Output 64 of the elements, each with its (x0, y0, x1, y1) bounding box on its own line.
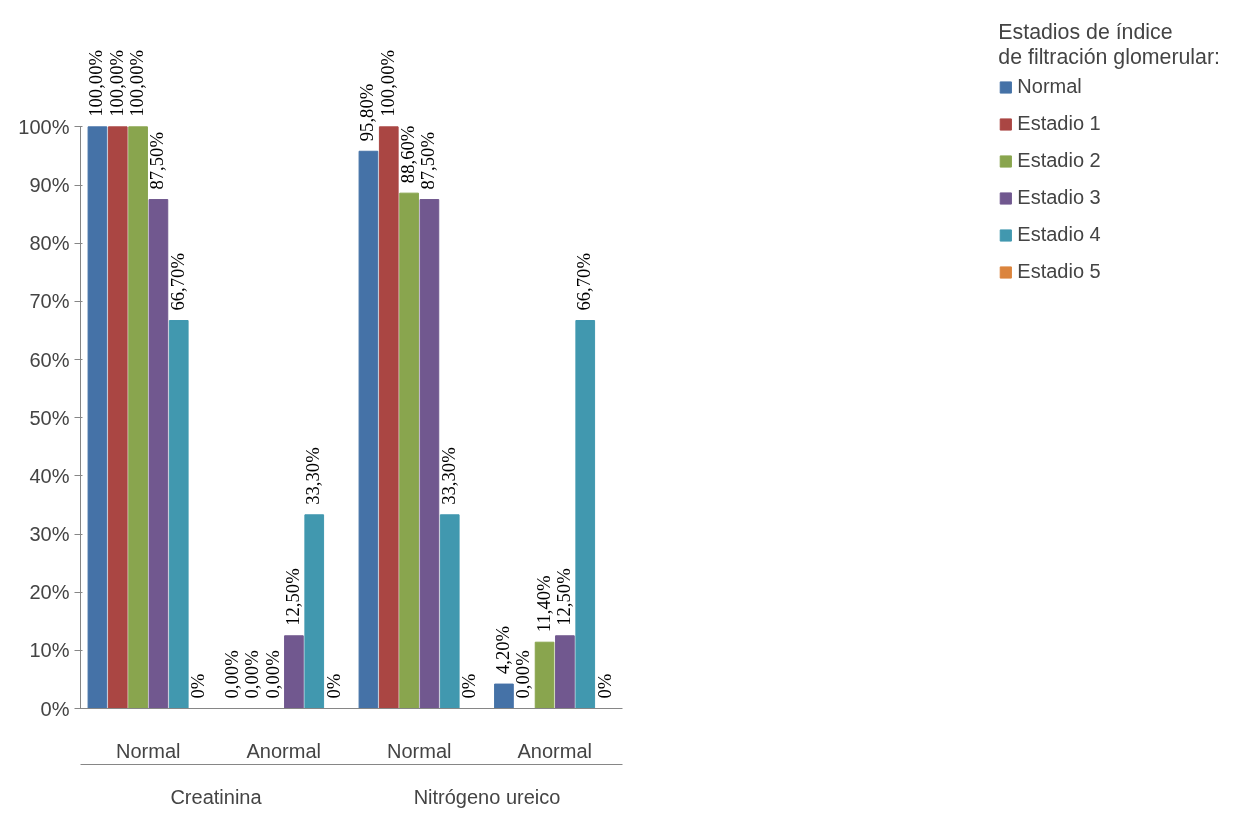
data-label: 0,00% (261, 650, 283, 699)
bar (419, 199, 440, 709)
data-label: 100,00% (376, 49, 398, 117)
data-label: 100,00% (85, 49, 107, 117)
bar (87, 126, 108, 709)
data-label: 0% (593, 673, 615, 699)
y-tick-label: 10% (29, 639, 70, 662)
bar (284, 635, 304, 709)
text: Nitrógeno ureico (413, 785, 561, 808)
legend-label: Estadio 1 (1017, 112, 1101, 135)
y-tick-label: 100% (18, 115, 70, 138)
data-label: 12,50% (281, 568, 303, 626)
legend-label: Normal (1017, 75, 1082, 98)
bar (378, 126, 399, 709)
y-tick-label: 60% (29, 348, 70, 371)
data-label: 66,70% (166, 253, 188, 311)
y-tick-label: 70% (29, 290, 70, 313)
data-label: 100,00% (126, 49, 148, 117)
data-label: 4,20% (491, 625, 513, 675)
text: Creatinina (170, 785, 263, 808)
data-label: 66,70% (573, 253, 595, 311)
y-tick-label: 20% (29, 581, 70, 604)
data-label: 11,40% (532, 575, 554, 633)
bar (128, 126, 148, 709)
data-label: 0% (187, 673, 209, 699)
bar (494, 683, 514, 709)
y-tick-label: 40% (29, 464, 70, 487)
y-tick-label: 30% (29, 523, 70, 545)
data-label: 12,50% (552, 568, 574, 626)
data-label: 95,80% (356, 83, 378, 142)
bar (575, 320, 596, 709)
data-label: 33,30% (302, 447, 324, 505)
bar (358, 150, 379, 709)
x-tick-label: Anormal (246, 739, 321, 762)
legend-label: Estadio 4 (1017, 223, 1101, 246)
data-label: 87,50% (417, 132, 439, 190)
data-label: 88,60% (397, 125, 419, 184)
y-tick-label: 0% (40, 697, 70, 720)
data-label: 0% (458, 673, 480, 699)
legend-label: Estadio 2 (1017, 149, 1101, 172)
legend-title: Estadios de índice de filtración glomerular: (998, 20, 1220, 70)
bar (439, 514, 460, 709)
x-tick-label: Normal (116, 739, 181, 762)
data-label: 0,00% (220, 650, 242, 699)
data-label: 0% (322, 673, 344, 699)
x-tick-label: Normal (387, 739, 452, 762)
bar (304, 514, 325, 709)
data-label: 100,00% (105, 49, 127, 117)
y-tick-label: 50% (29, 406, 70, 429)
legend-label: Estadio 3 (1017, 186, 1101, 209)
legend-label: Estadio 5 (1017, 260, 1101, 283)
bar (107, 126, 128, 709)
y-tick-label: 80% (29, 232, 70, 255)
data-label: 33,30% (437, 447, 459, 505)
data-label: 87,50% (146, 132, 168, 190)
bar (555, 635, 575, 709)
bar (399, 192, 419, 709)
data-label: 0,00% (241, 650, 263, 699)
y-tick-label: 90% (29, 174, 70, 196)
data-label: 0,00% (512, 650, 534, 699)
bar (534, 641, 555, 709)
bar (148, 199, 169, 709)
bar (168, 320, 189, 709)
x-tick-label: Anormal (517, 739, 592, 762)
